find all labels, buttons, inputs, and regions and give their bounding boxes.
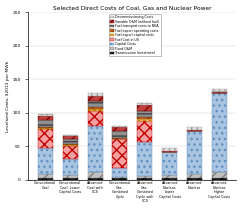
Bar: [187, 174, 202, 178]
Bar: [88, 101, 103, 107]
Bar: [63, 139, 78, 144]
Bar: [88, 172, 103, 178]
Bar: [162, 175, 177, 178]
Bar: [162, 148, 177, 151]
Bar: [38, 148, 53, 174]
Bar: [137, 105, 152, 111]
Bar: [88, 178, 103, 180]
Bar: [137, 103, 152, 105]
Bar: [88, 126, 103, 172]
Bar: [63, 159, 78, 175]
Bar: [162, 152, 177, 175]
Bar: [88, 96, 103, 101]
Bar: [38, 178, 53, 180]
Bar: [113, 138, 128, 139]
Bar: [212, 172, 227, 178]
Bar: [137, 176, 152, 178]
Bar: [63, 175, 78, 178]
Bar: [113, 178, 128, 180]
Bar: [113, 139, 128, 168]
Bar: [113, 177, 128, 178]
Bar: [137, 121, 152, 142]
Bar: [187, 131, 202, 174]
Bar: [113, 168, 128, 177]
Bar: [38, 128, 53, 129]
Bar: [63, 135, 78, 136]
Bar: [63, 136, 78, 139]
Bar: [187, 127, 202, 130]
Bar: [38, 174, 53, 178]
Bar: [212, 93, 227, 172]
Bar: [212, 92, 227, 93]
Bar: [137, 119, 152, 121]
Bar: [113, 131, 128, 138]
Bar: [88, 109, 103, 111]
Bar: [137, 142, 152, 176]
Bar: [137, 111, 152, 117]
Legend: Decommissioning Costs, Variable O&M (without fuel), Fuel transport costs to NEA,: Decommissioning Costs, Variable O&M (wit…: [109, 14, 161, 56]
Bar: [38, 120, 53, 127]
Title: Selected Direct Costs of Coal, Gas and Nuclear Power: Selected Direct Costs of Coal, Gas and N…: [53, 6, 212, 11]
Bar: [38, 114, 53, 116]
Bar: [63, 145, 78, 159]
Bar: [38, 127, 53, 128]
Bar: [88, 111, 103, 126]
Bar: [137, 178, 152, 180]
Bar: [187, 130, 202, 131]
Bar: [212, 178, 227, 180]
Bar: [137, 117, 152, 119]
Bar: [162, 178, 177, 180]
Bar: [113, 127, 128, 131]
Bar: [63, 178, 78, 180]
Bar: [38, 129, 53, 148]
Bar: [212, 89, 227, 92]
Y-axis label: Levelized Costs, $2013 per MWh: Levelized Costs, $2013 per MWh: [6, 60, 9, 132]
Bar: [88, 93, 103, 96]
Bar: [113, 126, 128, 127]
Bar: [38, 116, 53, 120]
Bar: [88, 107, 103, 109]
Bar: [187, 178, 202, 180]
Bar: [63, 144, 78, 145]
Bar: [162, 151, 177, 152]
